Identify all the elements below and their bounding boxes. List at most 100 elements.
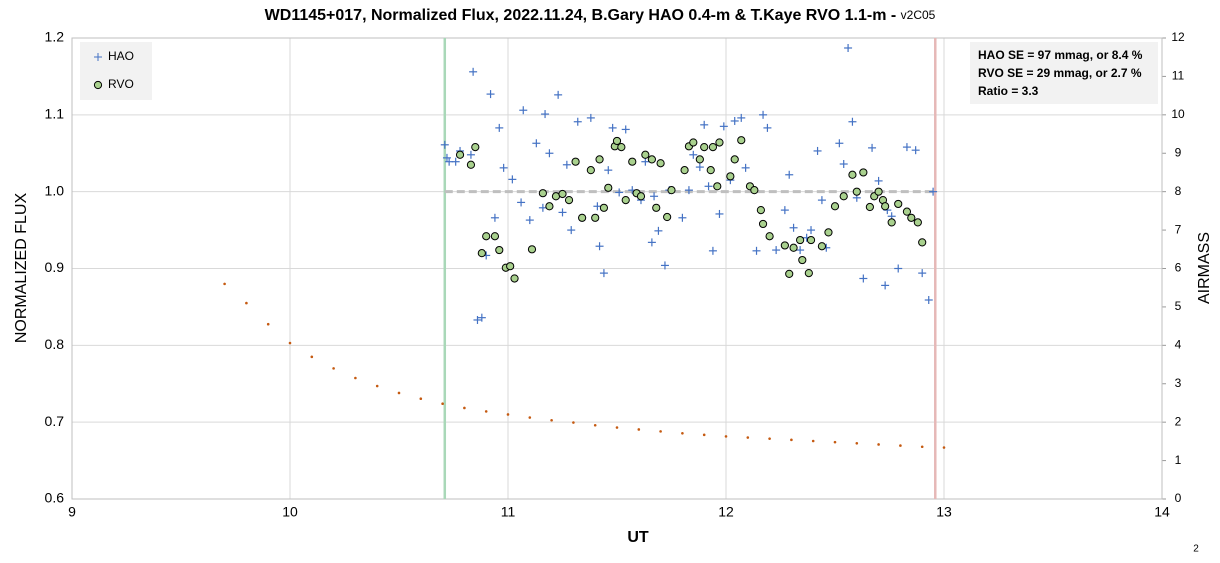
data-point xyxy=(848,117,857,126)
data-point xyxy=(887,218,896,227)
y2-axis-label: AIRMASS xyxy=(1196,232,1213,304)
x-tick-label: 10 xyxy=(282,504,298,520)
data-point xyxy=(702,433,706,437)
data-point xyxy=(517,198,526,207)
data-point xyxy=(780,206,789,215)
data-point xyxy=(663,212,672,222)
data-point xyxy=(830,202,840,211)
data-point xyxy=(612,136,622,146)
data-point xyxy=(807,226,816,235)
data-point xyxy=(266,322,270,326)
y-tick-label: 1.0 xyxy=(45,182,65,198)
legend-label: RVO xyxy=(108,77,134,91)
data-point xyxy=(874,176,883,185)
data-point xyxy=(724,435,728,438)
data-point xyxy=(510,274,519,283)
data-point xyxy=(713,182,722,191)
data-point xyxy=(894,264,903,273)
data-point xyxy=(466,150,475,159)
y2-tick-label: 4 xyxy=(1175,338,1182,352)
data-point xyxy=(708,143,718,152)
y2-tick-label: 7 xyxy=(1175,222,1182,236)
data-point xyxy=(765,232,774,241)
data-point xyxy=(806,235,816,245)
subtitle: v2C05 xyxy=(901,8,936,22)
data-point xyxy=(796,246,805,255)
data-point xyxy=(715,138,724,147)
x-tick-label: 9 xyxy=(68,504,76,520)
y2-tick-label: 0 xyxy=(1175,491,1182,505)
data-point xyxy=(571,157,580,166)
data-point xyxy=(490,232,500,241)
data-point xyxy=(527,245,537,254)
y-tick-label: 0.6 xyxy=(45,490,65,506)
data-point xyxy=(332,367,335,370)
data-point xyxy=(680,166,689,175)
data-point xyxy=(499,163,508,172)
data-point xyxy=(641,150,650,159)
data-point xyxy=(617,143,626,152)
data-point xyxy=(608,123,617,132)
y-tick-label: 0.7 xyxy=(45,413,65,429)
data-point xyxy=(550,418,553,422)
data-point xyxy=(902,143,911,152)
data-point xyxy=(538,203,547,212)
y-tick-label: 0.9 xyxy=(45,259,65,275)
data-point xyxy=(451,157,460,166)
data-point xyxy=(852,187,861,196)
data-point xyxy=(855,441,859,445)
data-point xyxy=(599,203,609,212)
data-point xyxy=(490,213,499,222)
data-point xyxy=(894,199,903,209)
plot-frame xyxy=(71,37,1163,500)
y2-tick-label: 6 xyxy=(1175,261,1182,275)
data-point xyxy=(835,139,844,148)
data-point xyxy=(528,416,532,419)
data-point xyxy=(929,187,938,196)
data-point xyxy=(907,213,916,222)
data-point xyxy=(654,226,663,235)
data-point xyxy=(737,136,746,145)
data-point xyxy=(558,208,567,217)
data-point xyxy=(684,186,693,195)
data-point xyxy=(817,196,826,205)
data-point xyxy=(780,241,789,250)
data-point xyxy=(471,143,480,152)
data-point xyxy=(578,213,587,222)
data-point xyxy=(538,189,547,198)
data-point xyxy=(911,146,920,155)
data-point xyxy=(621,125,630,134)
data-point xyxy=(913,218,922,227)
y-axis-label: NORMALIZED FLUX xyxy=(13,193,30,344)
data-point xyxy=(881,281,890,290)
data-point xyxy=(918,269,927,278)
data-point xyxy=(650,192,659,201)
data-point xyxy=(595,242,604,251)
data-point xyxy=(758,219,768,229)
x-tick-label: 12 xyxy=(718,504,734,520)
data-point xyxy=(817,242,827,251)
data-point xyxy=(495,123,504,132)
data-point xyxy=(833,440,837,444)
data-point xyxy=(486,90,495,99)
data-point xyxy=(288,341,292,345)
data-point xyxy=(689,150,698,159)
data-point xyxy=(681,432,684,435)
y2-tick-label: 12 xyxy=(1171,30,1185,44)
data-point xyxy=(477,313,486,322)
data-point xyxy=(659,430,662,433)
data-point xyxy=(440,140,449,149)
data-point xyxy=(525,216,534,225)
data-point xyxy=(564,196,574,205)
annotation: RVO SE = 29 mmag, or 2.7 % xyxy=(978,66,1142,80)
data-point xyxy=(824,228,833,237)
data-point xyxy=(708,246,717,255)
data-point xyxy=(652,203,661,212)
data-point xyxy=(615,188,624,197)
x-tick-label: 13 xyxy=(936,504,952,520)
data-point xyxy=(469,67,478,76)
y-tick-label: 1.2 xyxy=(45,29,65,45)
data-point xyxy=(859,274,868,283)
data-point xyxy=(695,163,704,172)
